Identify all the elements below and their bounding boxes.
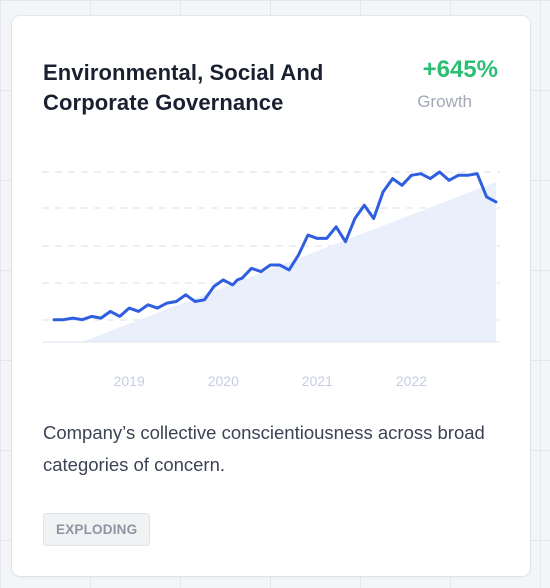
trend-title[interactable]: Environmental, Social And Corporate Gove… [43,60,324,115]
x-tick-labels: 2019 2020 2021 2022 [114,373,428,389]
x-tick-label: 2022 [396,373,427,389]
x-tick-label: 2020 [208,373,239,389]
growth-value: +645% [422,56,498,83]
growth-label: Growth [417,92,472,111]
status-badge: EXPLODING [43,513,151,546]
x-tick-label: 2021 [302,373,333,389]
x-tick-label: 2019 [114,373,145,389]
trend-chart: 2019 2020 2021 2022 [42,170,500,389]
trend-line [52,170,498,322]
trend-area [82,182,496,342]
trend-description: Company’s collective conscientiousness a… [43,422,485,475]
trend-card[interactable]: Environmental, Social And Corporate Gove… [12,16,530,576]
